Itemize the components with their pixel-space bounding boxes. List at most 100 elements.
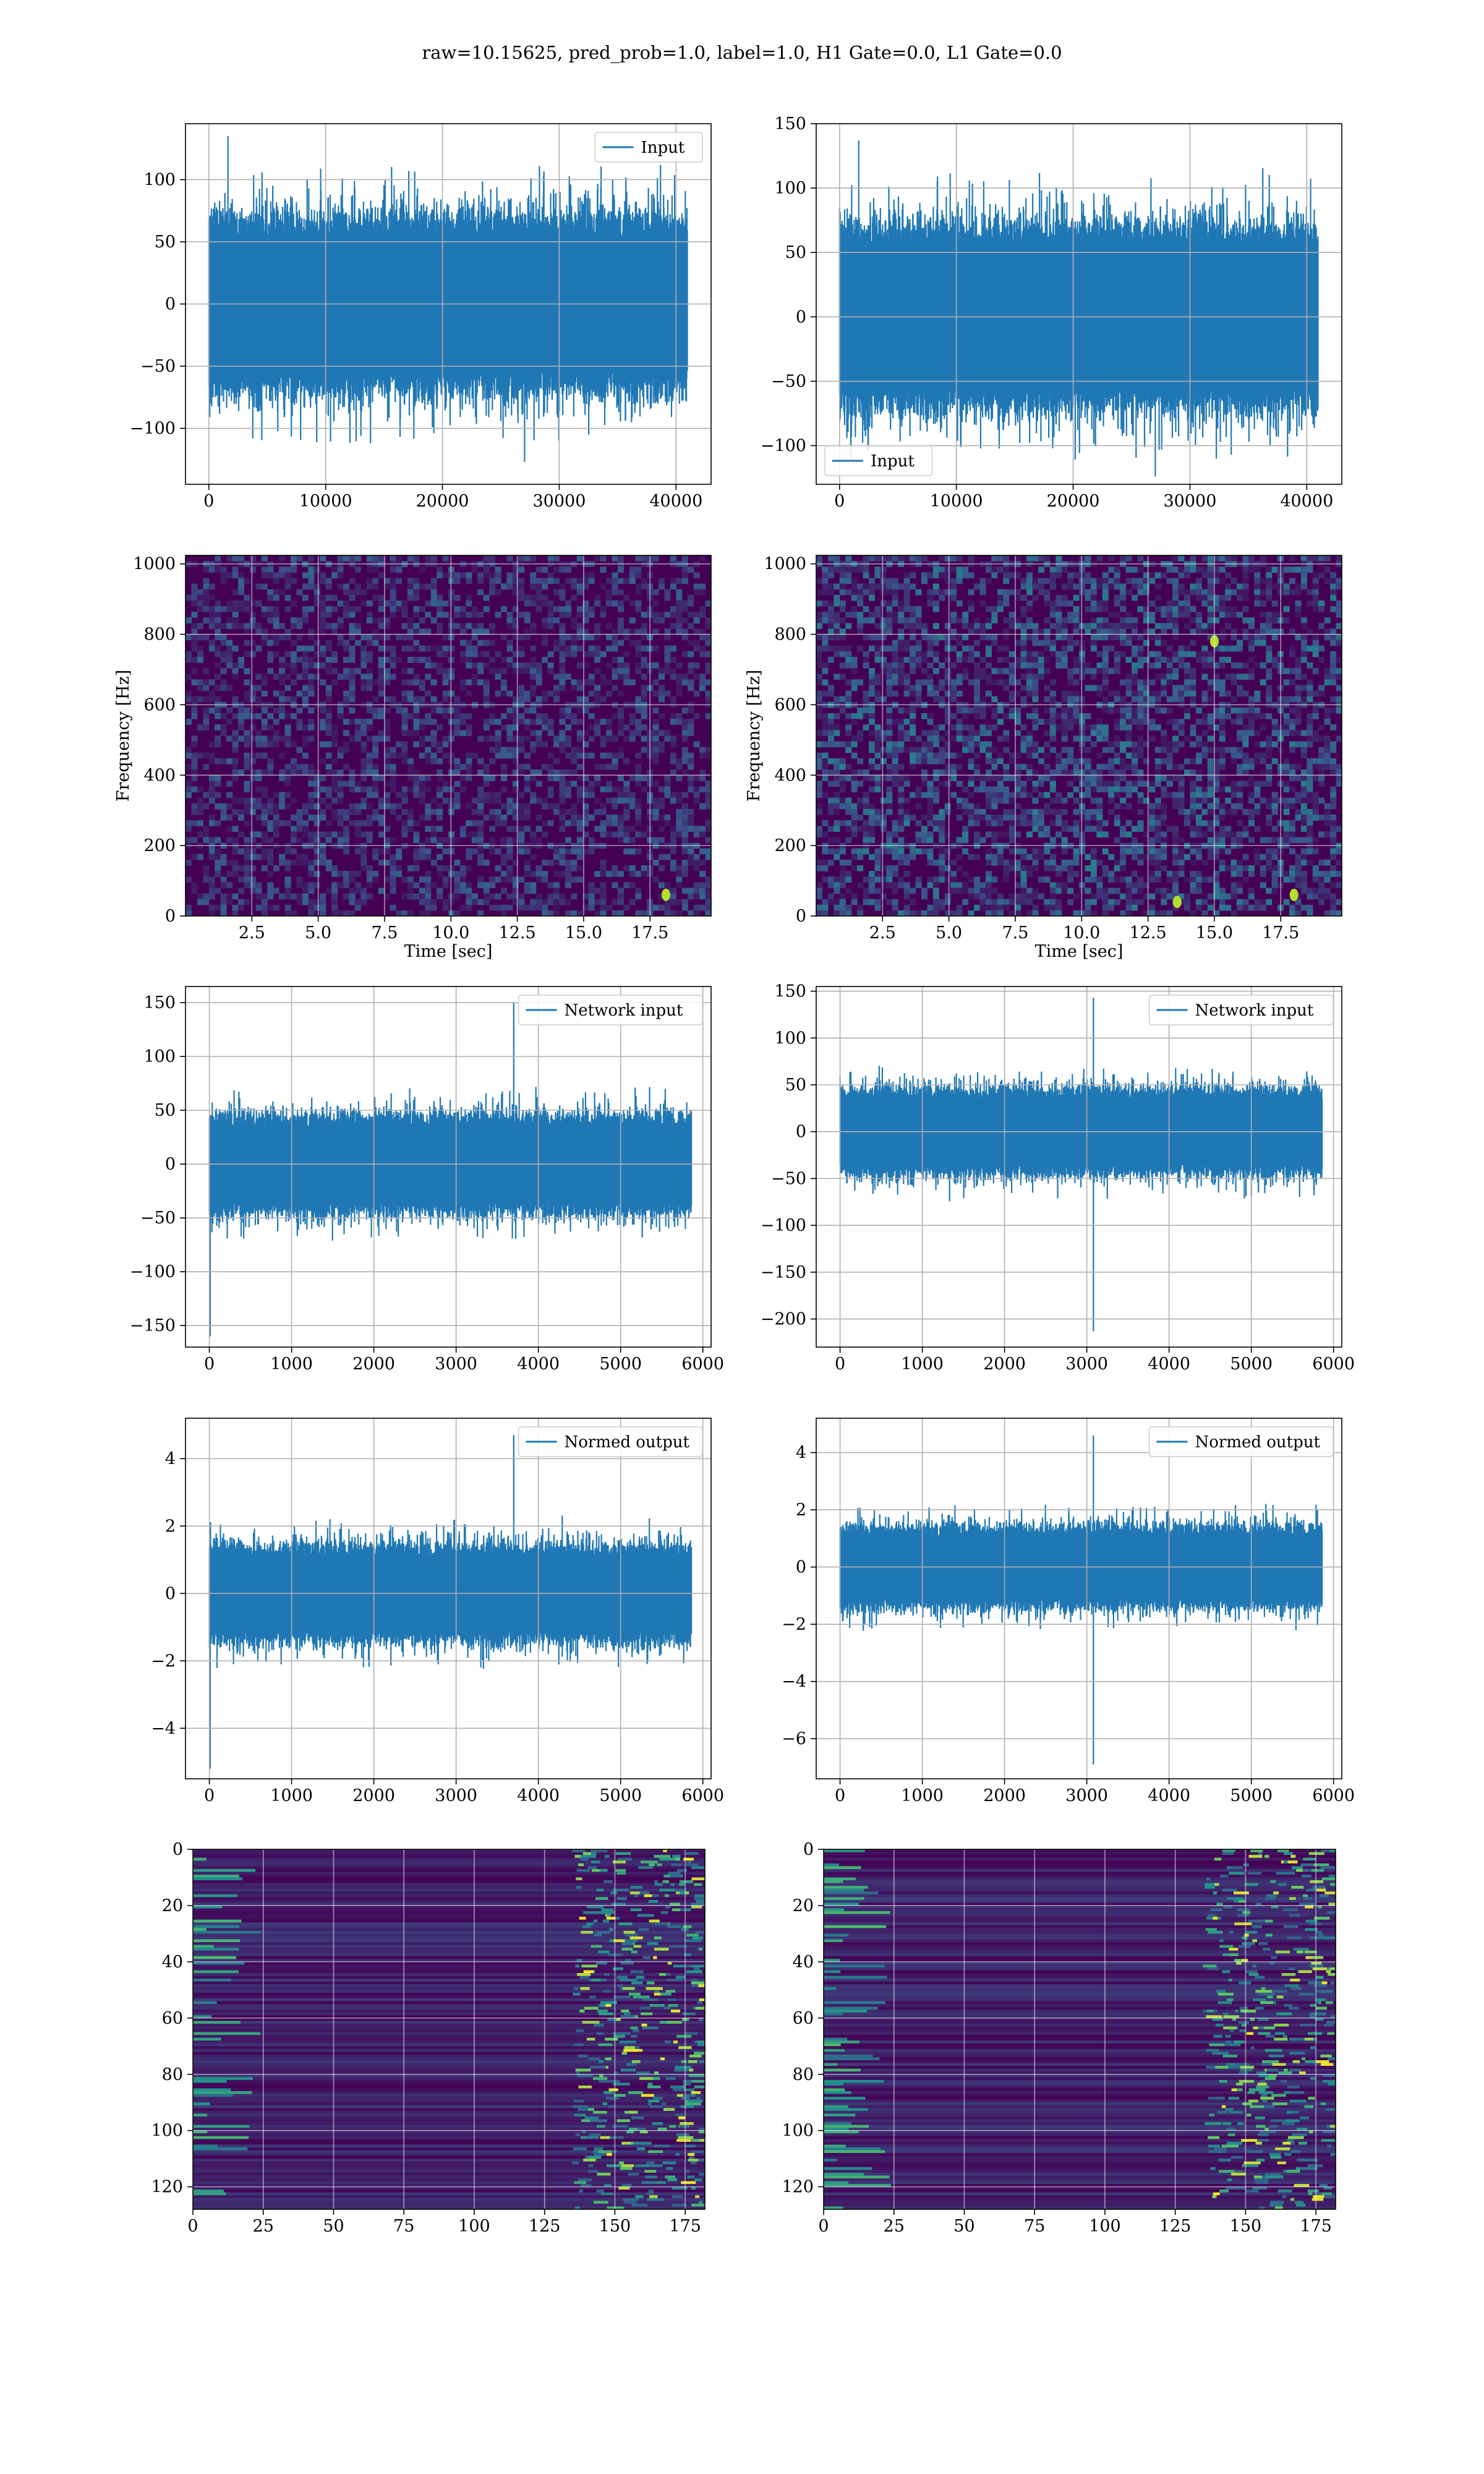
spectrogram-cell <box>582 612 589 618</box>
spectrogram-cell <box>1242 578 1249 584</box>
spectrogram-cell <box>186 820 192 826</box>
spectrogram-cell <box>197 752 203 759</box>
spectrogram-cell <box>203 634 210 641</box>
spectrogram-cell <box>524 786 531 793</box>
spectrogram-cell <box>495 752 501 759</box>
spectrogram-cell <box>834 594 840 601</box>
spectrogram-cell <box>284 882 291 889</box>
spectrogram-cell <box>822 567 829 573</box>
spectrogram-cell <box>390 600 396 607</box>
spectrogram-cell <box>652 555 659 562</box>
spectrogram-cell <box>1201 730 1208 737</box>
spectrogram-cell <box>477 899 484 905</box>
spectrogram-cell <box>1178 600 1185 607</box>
spectrogram-cell <box>489 848 496 855</box>
spectrogram-cell <box>1038 668 1044 674</box>
spectrogram-cell <box>582 792 589 798</box>
spectrogram-cell <box>349 719 356 725</box>
spectrogram-cell <box>337 707 344 714</box>
spectrogram-cell <box>1230 674 1237 680</box>
spectrogram-cell <box>215 871 221 877</box>
spectrogram-cell <box>1143 741 1149 748</box>
spectrogram-cell <box>512 859 519 866</box>
spectrogram-cell <box>1254 578 1261 584</box>
spectrogram-cell <box>617 707 624 714</box>
spectrogram-cell <box>530 719 537 725</box>
spectrogram-cell <box>874 786 881 793</box>
spectrogram-cell <box>582 634 589 641</box>
spectrogram-cell <box>267 882 274 889</box>
spectrogram-cell <box>1038 640 1044 646</box>
spectrogram-cell <box>530 730 537 737</box>
spectrogram-cell <box>547 578 554 584</box>
spectrogram-cell <box>1190 781 1196 787</box>
spectrogram-cell <box>343 848 350 855</box>
spectrogram-cell <box>927 640 934 646</box>
spectrogram-cell <box>553 848 560 855</box>
spectrogram-cell <box>1049 623 1056 630</box>
spectrogram-cell <box>354 899 361 905</box>
spectrogram-cell <box>880 617 887 623</box>
spectrogram-cell <box>1237 735 1243 742</box>
spectrogram-cell <box>477 786 484 793</box>
spectrogram-cell <box>588 752 595 759</box>
spectrogram-cell <box>600 803 607 810</box>
spectrogram-cell <box>1143 589 1149 596</box>
spectrogram-cell <box>1225 594 1232 601</box>
spectrogram-cell <box>921 668 928 674</box>
spectrogram-cell <box>705 854 711 860</box>
spectrogram-cell <box>1026 572 1033 579</box>
spectrogram-cell <box>542 583 548 590</box>
spectrogram-cell <box>985 567 992 573</box>
spectrogram-cell <box>822 589 829 596</box>
spectrogram-cell <box>1219 758 1226 764</box>
spectrogram-cell <box>693 589 700 596</box>
spectrogram-cell <box>1248 555 1255 562</box>
spectrogram-cell <box>1300 651 1307 657</box>
spectrogram-cell <box>600 808 607 815</box>
spectrogram-cell <box>244 848 250 855</box>
spectrogram-cell <box>390 651 396 657</box>
spectrogram-cell <box>699 645 706 652</box>
spectrogram-cell <box>1132 781 1138 787</box>
spectrogram-cell <box>869 645 876 652</box>
spectrogram-cell <box>1020 634 1027 641</box>
spectrogram-cell <box>1266 775 1273 781</box>
spectrogram-cell <box>1184 623 1191 630</box>
spectrogram-cell <box>366 752 373 759</box>
spectrogram-cell <box>1108 668 1115 674</box>
spectrogram-cell <box>343 910 350 916</box>
spectrogram-cell <box>279 859 286 866</box>
spectrogram-cell <box>892 764 898 770</box>
spectrogram-cell <box>921 730 928 737</box>
spectrogram-cell <box>477 612 484 618</box>
spectrogram-cell <box>483 555 490 562</box>
spectrogram-cell <box>1096 735 1103 742</box>
spectrogram-cell <box>407 888 414 894</box>
spectrogram-cell <box>302 831 309 838</box>
spectrogram-cell <box>506 640 513 646</box>
spectrogram-cell <box>366 893 373 900</box>
spectrogram-cell <box>466 893 472 900</box>
spectrogram-cell <box>506 572 513 579</box>
spectrogram-cell <box>220 910 227 916</box>
spectrogram-cell <box>197 854 203 860</box>
spectrogram-cell <box>845 713 852 719</box>
spectrogram-cell <box>197 803 203 810</box>
spectrogram-cell <box>623 662 630 669</box>
spectrogram-cell <box>1172 656 1179 663</box>
spectrogram-cell <box>483 797 490 804</box>
spectrogram-cell <box>659 854 665 860</box>
spectrogram-cell <box>1154 696 1161 703</box>
spectrogram-cell <box>903 730 910 737</box>
spectrogram-cell <box>372 741 379 748</box>
spectrogram-cell <box>413 719 420 725</box>
spectrogram-cell <box>845 696 852 703</box>
spectrogram-cell <box>542 634 548 641</box>
spectrogram-cell <box>681 820 688 826</box>
spectrogram-cell <box>296 899 303 905</box>
spectrogram-cell <box>518 594 525 601</box>
spectrogram-cell <box>1120 747 1127 753</box>
spectrogram-cell <box>1289 679 1296 686</box>
spectrogram-cell <box>459 713 466 719</box>
